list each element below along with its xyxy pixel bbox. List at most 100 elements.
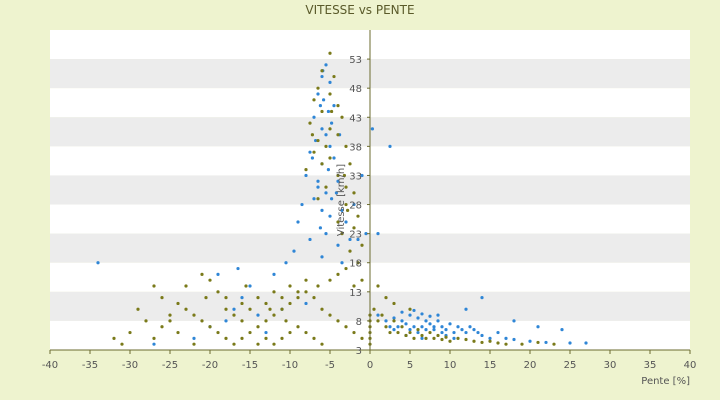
data-point [352, 284, 356, 288]
data-point [412, 325, 416, 329]
data-point [424, 319, 428, 323]
data-point [248, 330, 252, 335]
data-point [264, 330, 268, 335]
data-point [192, 313, 196, 317]
chart-title: VITESSE vs PENTE [305, 3, 414, 17]
data-point [460, 328, 464, 332]
data-point [340, 261, 344, 265]
data-point [476, 330, 480, 335]
data-point [536, 340, 540, 345]
y-tick-label: 8 [356, 317, 362, 328]
data-point [336, 173, 340, 178]
data-point [436, 313, 440, 317]
data-point [152, 342, 156, 346]
x-tick-label: 40 [684, 360, 697, 371]
data-point [240, 336, 244, 340]
y-tick-label: 53 [349, 55, 362, 66]
data-point [336, 104, 340, 108]
data-point [314, 138, 318, 143]
data-point [284, 319, 288, 323]
data-point [332, 74, 336, 79]
data-point [324, 144, 328, 148]
data-point [544, 340, 548, 345]
data-point [560, 328, 564, 332]
data-point [310, 156, 314, 160]
data-point [392, 316, 396, 320]
data-point [324, 185, 328, 189]
data-point [340, 115, 344, 119]
data-point [224, 307, 228, 311]
data-point [312, 296, 316, 300]
data-point [328, 51, 332, 55]
data-point [232, 342, 236, 346]
data-point [248, 284, 252, 288]
x-tick-label: -35 [82, 360, 98, 371]
y-tick-label: 23 [349, 230, 362, 241]
data-point [310, 133, 314, 137]
data-point [326, 109, 330, 114]
data-point [320, 109, 324, 114]
data-point [520, 342, 524, 346]
data-point [328, 214, 332, 218]
data-point [444, 335, 448, 339]
data-point [256, 325, 260, 329]
x-tick-label: 25 [564, 360, 577, 371]
data-point [204, 296, 208, 300]
data-point [512, 319, 516, 323]
data-point [308, 121, 312, 125]
data-point [256, 313, 260, 317]
data-point [96, 261, 100, 265]
data-point [480, 296, 484, 300]
data-point [312, 150, 316, 154]
data-point [496, 341, 500, 345]
y-tick-label: 3 [356, 346, 362, 357]
x-tick-label: 15 [484, 360, 497, 371]
data-point [208, 278, 212, 282]
data-point [320, 69, 324, 73]
data-point [328, 80, 332, 84]
data-point [408, 328, 412, 332]
data-point [384, 319, 388, 323]
data-point [296, 296, 300, 300]
data-point [496, 330, 500, 335]
data-point [324, 63, 328, 67]
data-point [504, 336, 508, 340]
data-point [464, 337, 468, 342]
data-point [312, 336, 316, 340]
data-point [312, 115, 316, 119]
data-point [330, 197, 334, 201]
data-point [376, 232, 380, 236]
data-point [192, 342, 196, 346]
data-points [96, 51, 588, 346]
data-point [336, 319, 340, 323]
data-point [420, 336, 424, 340]
data-point [464, 307, 468, 311]
x-tick-label: -15 [242, 360, 258, 371]
x-tick-label: 10 [444, 360, 457, 371]
y-tick-label: 18 [349, 259, 362, 270]
data-point [488, 336, 492, 340]
data-point [316, 86, 320, 90]
data-point [432, 336, 436, 340]
data-point [324, 133, 328, 137]
data-point [456, 325, 460, 329]
data-point [320, 208, 324, 212]
data-point [312, 197, 316, 201]
data-point [208, 325, 212, 329]
data-point [264, 319, 268, 323]
data-point [292, 249, 296, 253]
data-point [336, 133, 340, 137]
data-point [200, 272, 204, 276]
data-point [344, 325, 348, 329]
data-point [400, 325, 404, 329]
data-point [248, 307, 252, 311]
data-point [348, 162, 352, 166]
data-point [392, 301, 396, 306]
data-point [340, 208, 344, 212]
data-point [584, 341, 588, 345]
data-point [272, 272, 276, 276]
data-point [240, 319, 244, 323]
data-point [328, 278, 332, 282]
data-point [224, 336, 228, 340]
